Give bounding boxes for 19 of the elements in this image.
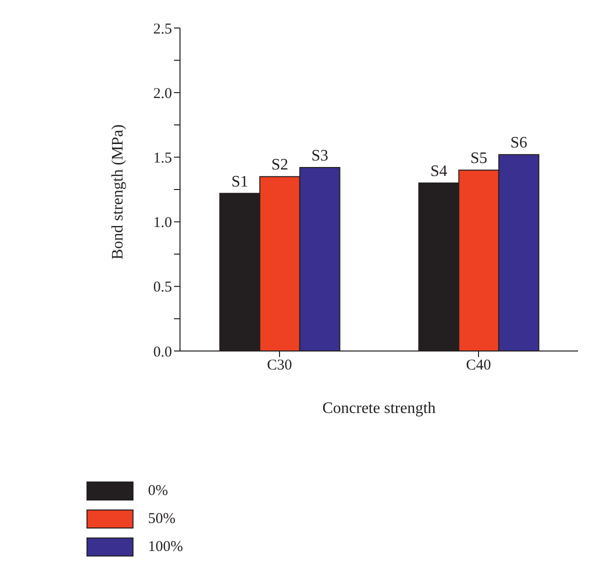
y-tick-label: 0.5 [153,280,172,296]
legend-label: 100% [148,538,183,556]
annotation: S4 [430,163,448,180]
x-tick-label: C30 [266,358,292,374]
y-axis-title: Bond strength (MPa) [110,124,127,260]
legend-label: 50% [148,510,176,528]
annotation: S6 [510,134,528,152]
y-tick-label: 2.5 [153,21,172,38]
x-tick-label: C40 [466,358,492,374]
y-tick-label: 2.0 [153,86,172,102]
x-axis-title: Concrete strength [322,400,436,417]
y-tick-label: 1.0 [153,215,172,232]
legend-label: 0% [148,482,168,500]
annotation: S2 [271,156,288,174]
annotation: S3 [311,148,328,165]
y-tick-label: 1.5 [153,150,172,167]
y-tick-label: 0.0 [153,344,172,360]
annotation: S1 [231,173,248,190]
annotation: S5 [470,150,488,168]
